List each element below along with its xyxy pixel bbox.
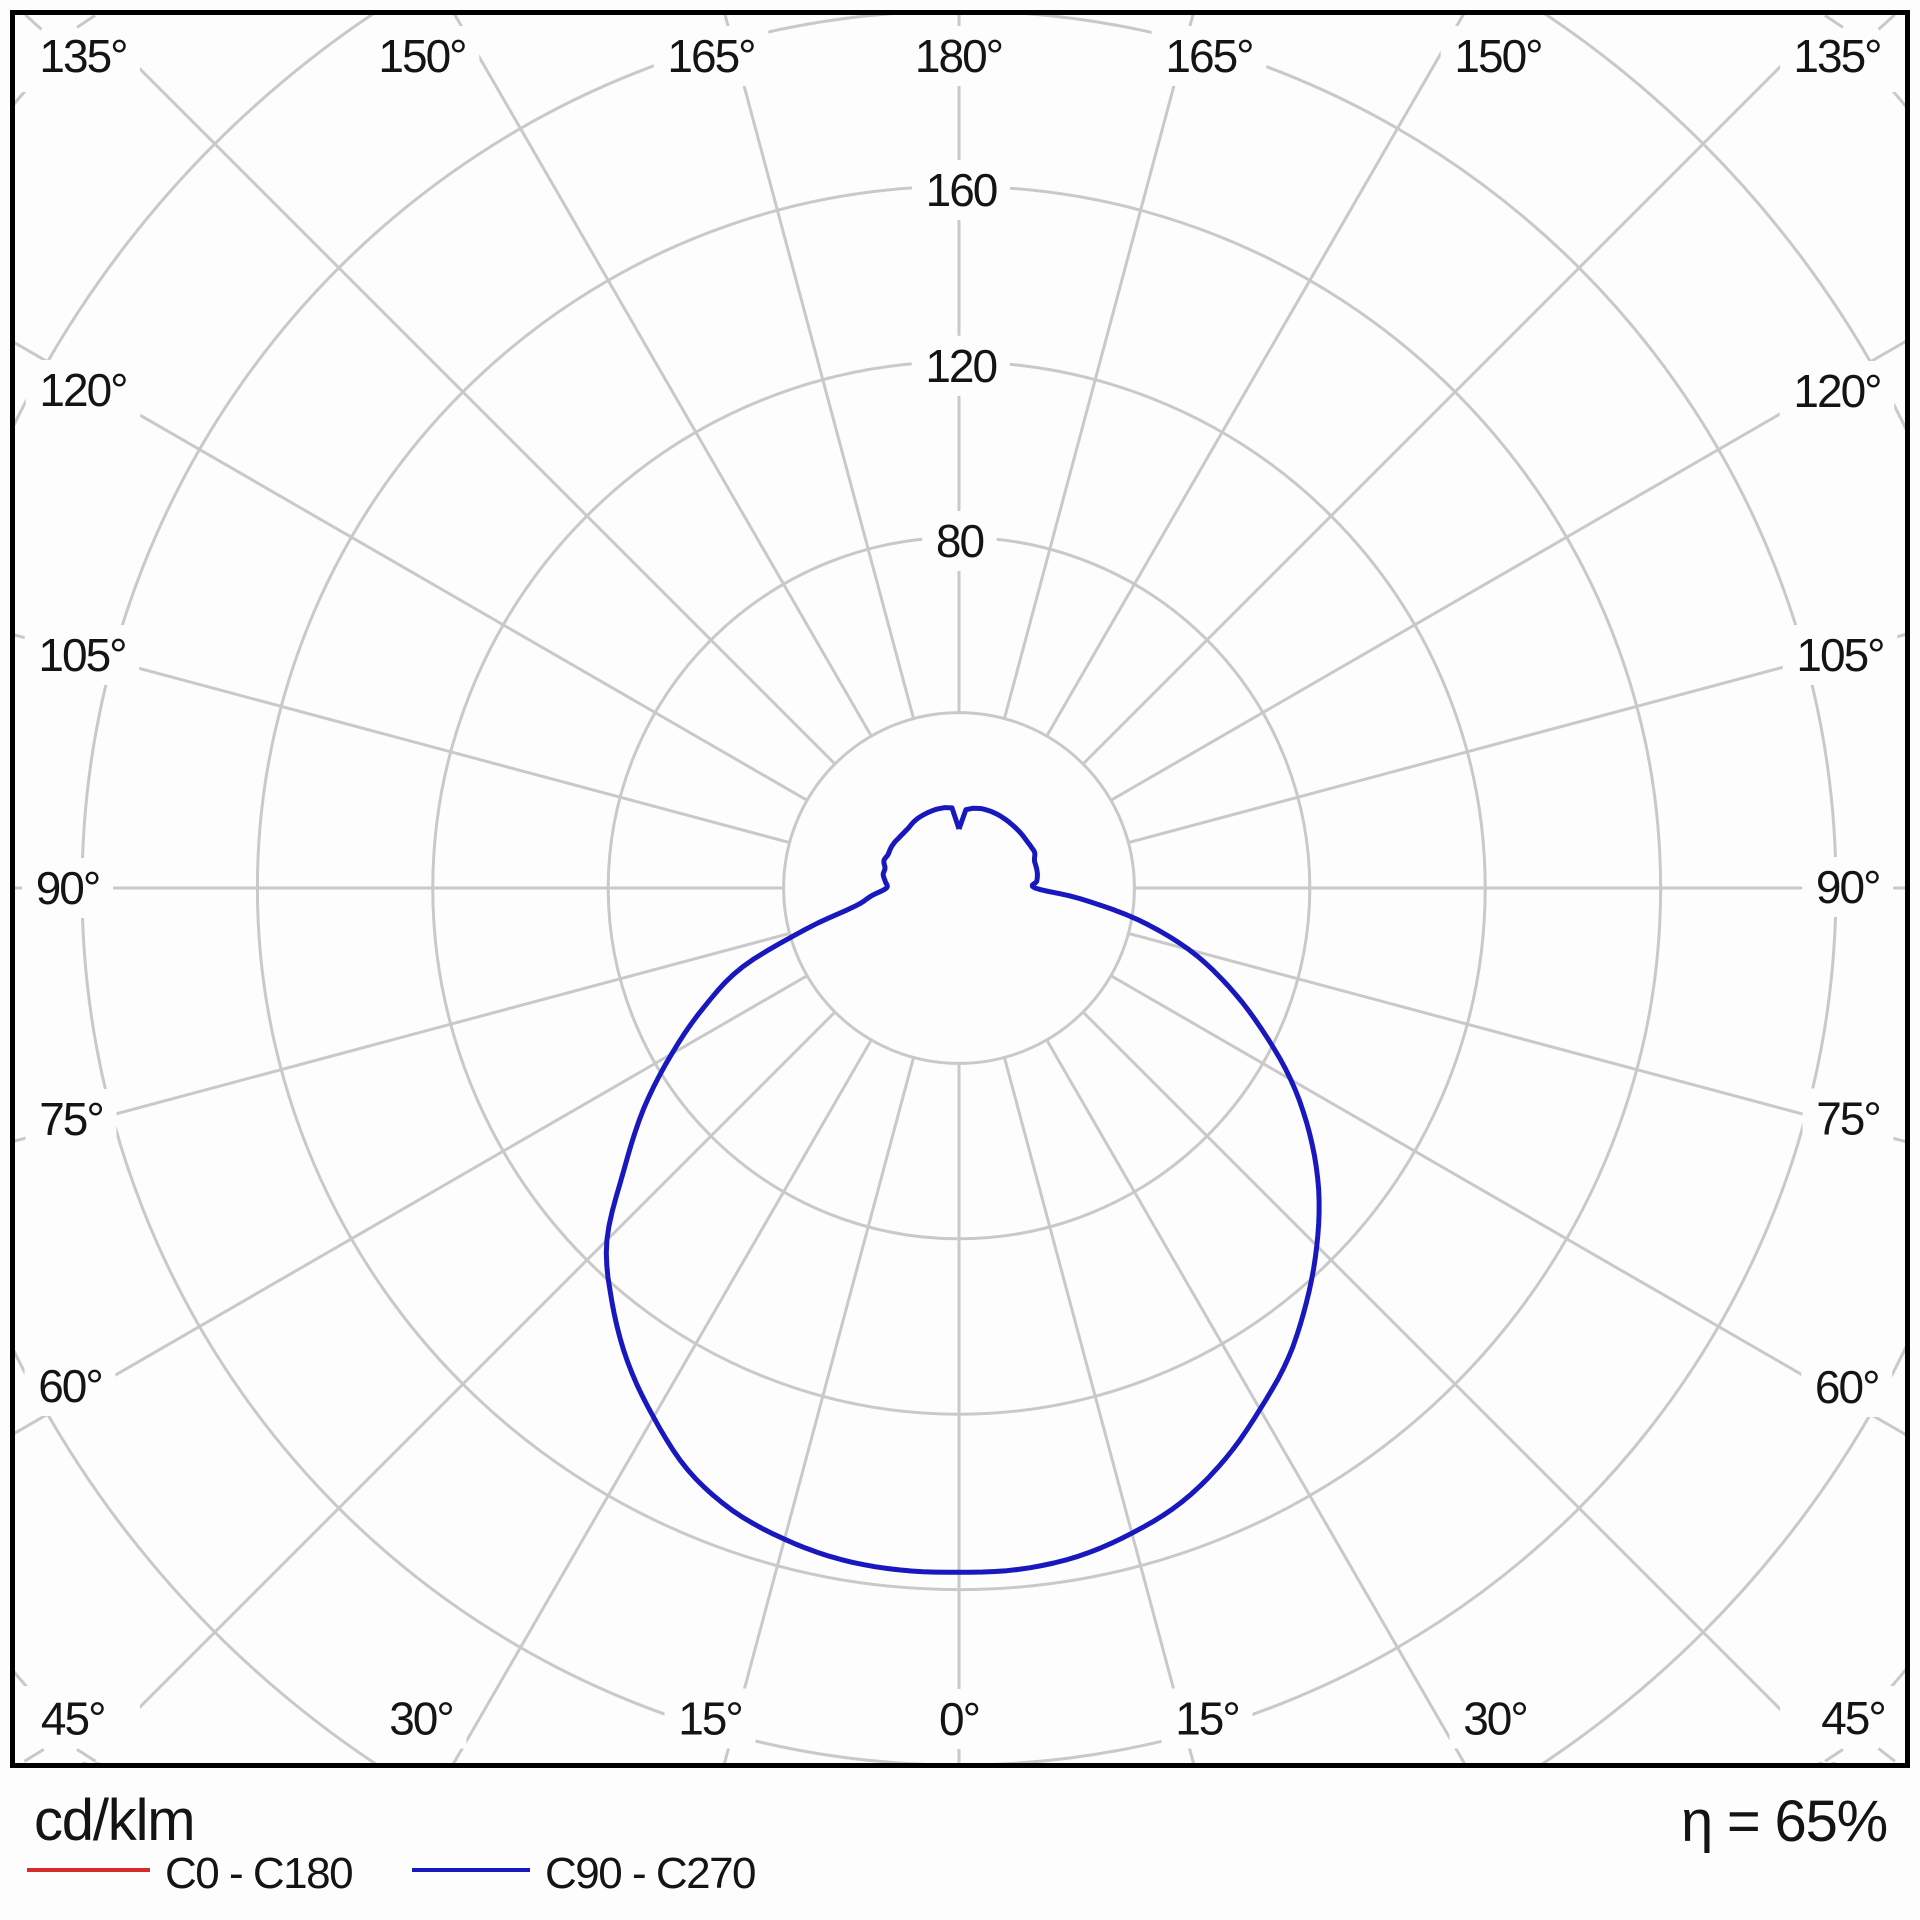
svg-text:C90 - C270: C90 - C270 <box>545 1849 755 1898</box>
svg-text:80: 80 <box>936 515 984 567</box>
svg-text:90°: 90° <box>36 862 100 914</box>
svg-text:15°: 15° <box>1175 1693 1239 1745</box>
svg-text:45°: 45° <box>1821 1692 1885 1744</box>
svg-text:150°: 150° <box>1454 30 1541 82</box>
svg-text:135°: 135° <box>39 30 126 82</box>
svg-text:165°: 165° <box>1165 30 1252 82</box>
svg-text:75°: 75° <box>39 1093 103 1145</box>
svg-text:90°: 90° <box>1816 861 1880 913</box>
svg-text:75°: 75° <box>1816 1093 1880 1145</box>
svg-text:C0 - C180: C0 - C180 <box>165 1849 352 1898</box>
svg-text:105°: 105° <box>1796 629 1883 681</box>
svg-text:105°: 105° <box>38 629 125 681</box>
svg-text:30°: 30° <box>389 1693 453 1745</box>
svg-text:η = 65%: η = 65% <box>1681 1789 1887 1854</box>
svg-text:135°: 135° <box>1793 30 1880 82</box>
svg-text:60°: 60° <box>1815 1361 1879 1413</box>
svg-text:165°: 165° <box>667 30 754 82</box>
svg-text:180°: 180° <box>915 30 1002 82</box>
svg-text:160: 160 <box>926 164 997 216</box>
svg-text:cd/klm: cd/klm <box>34 1788 194 1853</box>
svg-text:120°: 120° <box>1793 365 1880 417</box>
svg-text:0°: 0° <box>939 1693 979 1745</box>
svg-text:150°: 150° <box>378 30 465 82</box>
svg-text:30°: 30° <box>1463 1693 1527 1745</box>
svg-text:45°: 45° <box>41 1692 105 1744</box>
svg-text:60°: 60° <box>38 1360 102 1412</box>
svg-text:15°: 15° <box>678 1693 742 1745</box>
svg-text:120°: 120° <box>39 364 126 416</box>
svg-text:120: 120 <box>925 340 996 392</box>
